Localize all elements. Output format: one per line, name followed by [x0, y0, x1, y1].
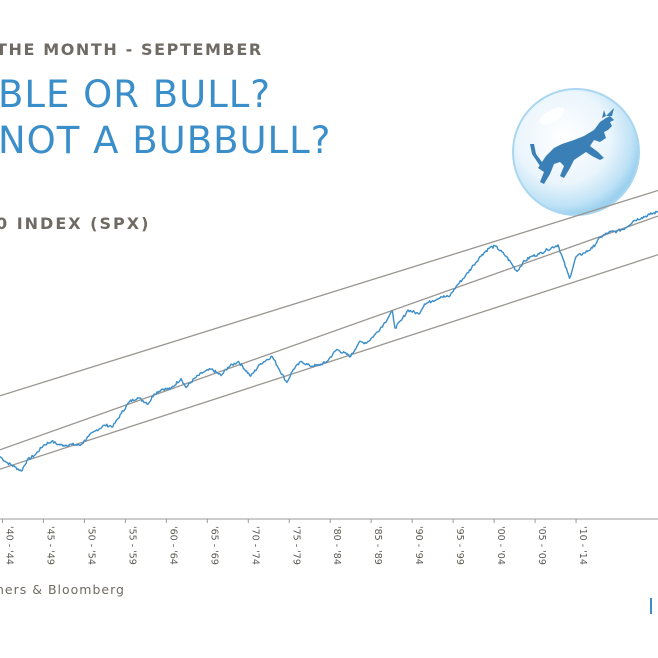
x-tick-label: '70 - '74 — [249, 526, 260, 565]
x-tick-label: '55 - '59 — [126, 526, 137, 565]
x-tick-label: '45 - '49 — [44, 526, 55, 565]
series-spx — [0, 210, 658, 472]
x-tick-label: '40 - '44 — [3, 526, 14, 565]
x-axis: '40 - '44 '45 - '49 '50 - '54 '55 - '59 '60 … — [1, 519, 588, 565]
x-tick-label: '80 - '84 — [331, 526, 342, 565]
accent-bar — [650, 598, 652, 614]
x-tick-label: '10 - '14 — [577, 526, 588, 565]
x-tick-label: '05 - '09 — [536, 526, 547, 565]
x-tick-label: '85 - '89 — [372, 526, 383, 565]
bull-in-bubble-icon — [512, 88, 640, 216]
channel-line-1 — [0, 189, 658, 397]
trend-channel — [0, 189, 658, 470]
x-tick-label: '00 - '04 — [495, 526, 506, 565]
x-tick-label: '60 - '64 — [167, 526, 178, 565]
title-line-1: BLE OR BULL? — [0, 73, 272, 116]
x-tick-label: '75 - '79 — [290, 526, 301, 565]
x-tick-label: '90 - '94 — [413, 526, 424, 565]
section-kicker: THE MONTH - SEPTEMBER — [0, 40, 263, 59]
channel-line-3 — [0, 254, 658, 470]
chart-subtitle: 0 INDEX (SPX) — [0, 214, 151, 233]
x-tick-label: '95 - '99 — [454, 526, 465, 565]
title-line-2: NOT A BUBBULL? — [0, 119, 332, 162]
series-line-spx — [0, 210, 658, 472]
x-tick-label: '50 - '54 — [85, 526, 96, 565]
channel-line-2 — [0, 215, 658, 451]
source-note: ners & Bloomberg — [0, 582, 125, 597]
x-tick-label: '65 - '69 — [208, 526, 219, 565]
bull-icon — [530, 108, 614, 184]
page-title: BLE OR BULL? NOT A BUBBULL? — [0, 72, 331, 164]
